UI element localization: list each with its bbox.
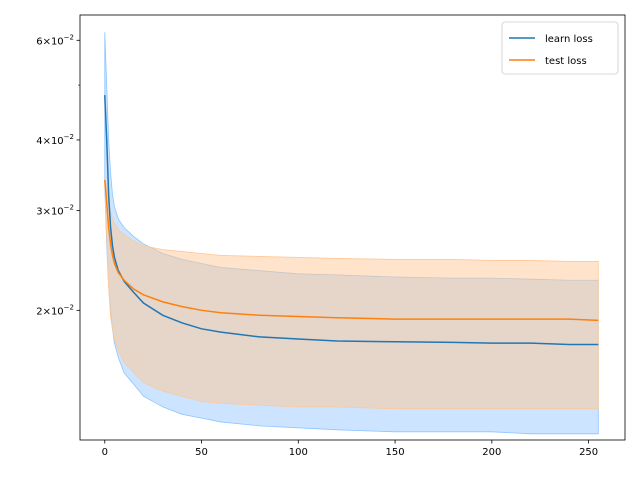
x-tick-label: 150	[386, 447, 405, 458]
x-axis: 0 50 100 150 200 250	[102, 440, 598, 458]
test-loss-band	[104, 179, 599, 410]
legend-box	[501, 21, 619, 75]
legend-label-test-loss: test loss	[545, 56, 587, 67]
learn-loss-line	[104, 95, 599, 346]
legend-label-learn-loss: learn loss	[545, 34, 593, 45]
y-tick-label: 3×10−2	[36, 204, 74, 218]
y-tick-label: 2×10−2	[36, 303, 74, 317]
plot-frame	[79, 14, 626, 441]
y-tick-label: 4×10−2	[36, 133, 74, 147]
x-tick-label: 250	[579, 447, 598, 458]
x-tick-label: 100	[289, 447, 308, 458]
x-tick-label: 50	[195, 447, 208, 458]
legend: learn loss test loss	[501, 21, 619, 75]
y-tick-label: 6×10−2	[36, 33, 74, 47]
test-loss-line	[104, 179, 599, 322]
series-lines	[104, 95, 599, 346]
y-axis: 2×10−2 3×10−2 4×10−2 6×10−2	[36, 33, 80, 317]
x-tick-label: 200	[482, 447, 501, 458]
x-tick-label: 0	[102, 447, 108, 458]
confidence-bands	[104, 32, 599, 435]
